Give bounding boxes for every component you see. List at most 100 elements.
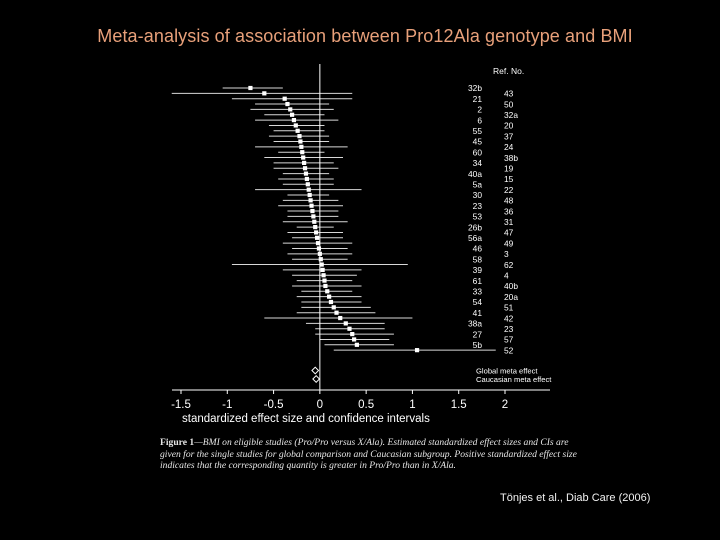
study-label-right: 51 [504,303,514,313]
study-label-left: 60 [473,147,483,157]
effect-marker [293,123,298,128]
study-label-right: 23 [504,324,514,334]
slide-title: Meta-analysis of association between Pro… [97,26,633,46]
study-label-right: 31 [504,217,514,227]
figure-caption-text: —BMI on eligible studies (Pro/Pro versus… [160,437,577,471]
study-label-right: 57 [504,335,514,345]
effect-marker [297,134,302,139]
study-label-right: 32a [504,110,518,120]
study-label-left: 46 [473,244,483,254]
effect-marker [316,246,322,251]
effect-marker [334,310,339,315]
study-label-left: 32b [468,83,482,93]
summary-diamond [312,374,321,384]
effect-marker [306,187,311,192]
summary-diamond [311,366,320,375]
study-label-left: 34 [473,158,483,168]
x-tick-label: -1 [222,399,232,411]
effect-marker [307,192,312,198]
effect-marker [289,112,295,117]
study-label-left: 6 [477,115,482,125]
x-tick-label: -0.5 [264,399,284,411]
study-label-left: 39 [473,265,483,275]
study-label-right: 22 [504,185,514,195]
effect-marker [352,337,357,342]
effect-marker [322,278,327,283]
study-labels: 32b432150232a620553745246038b341940a155a… [468,83,518,355]
study-label-left: 5a [473,180,483,190]
effect-marker [282,96,287,101]
summary-label: Caucasian meta effect [476,375,552,384]
effect-marker [303,171,309,176]
x-tick-label: 1.5 [451,399,467,411]
study-label-left: 30 [473,190,483,200]
effect-marker [300,150,305,155]
effect-marker [248,85,253,91]
effect-marker [343,321,348,326]
effect-marker [304,176,309,182]
study-label-right: 43 [504,89,514,99]
x-tick-label: 0.5 [358,399,374,411]
study-label-right: 40b [504,281,518,291]
effect-marker [291,118,297,123]
study-label-right: 48 [504,196,514,206]
study-label-right: 15 [504,174,514,184]
study-label-right: 38b [504,153,518,163]
study-label-left: 45 [473,137,483,147]
study-label-right: 42 [504,313,514,323]
study-label-left: 5b [473,340,483,350]
study-label-right: 24 [504,142,514,152]
study-label-left: 27 [473,329,483,339]
citation: Tönjes et al., Diab Care (2006) [500,492,651,504]
x-tick-label: 2 [502,399,508,411]
study-label-left: 23 [473,201,483,211]
study-label-right: 49 [504,238,514,248]
effect-marker [328,299,334,305]
study-label-left: 40a [468,169,482,179]
effect-marker [314,230,319,235]
study-label-left: 54 [473,297,483,307]
effect-marker [414,348,420,353]
effect-marker [305,182,310,187]
effect-marker [338,315,343,321]
effect-marker [301,155,306,160]
study-label-left: 58 [473,254,483,264]
study-label-right: 19 [504,163,514,173]
effect-marker [325,289,330,294]
effect-marker [314,235,320,240]
ref-no-header: Ref. No. [493,66,524,76]
effect-marker [302,166,308,171]
figure-caption: Figure 1—BMI on eligible studies (Pro/Pr… [160,437,580,472]
study-label-right: 37 [504,131,514,141]
x-axis: -1.5 -1 -0.5 0 0.5 1 1.5 2 [171,389,550,411]
study-label-left: 61 [473,276,483,286]
effect-marker [309,203,314,208]
study-label-right: 4 [504,270,509,280]
study-label-left: 2 [477,105,482,115]
effect-marker [327,294,332,299]
study-label-left: 21 [473,94,483,104]
effect-marker [350,332,355,337]
effect-marker [313,225,318,230]
effect-marker [288,107,293,112]
effect-marker [354,342,359,347]
x-tick-label: 0 [317,399,323,411]
effect-marker [311,214,316,219]
effect-marker [298,139,303,144]
effect-marker [317,251,322,256]
effect-marker [319,262,324,267]
effect-marker [299,144,304,149]
study-label-right: 50 [504,99,514,109]
effect-marker [347,326,352,331]
effect-marker [331,305,336,310]
study-label-left: 55 [473,126,483,136]
study-label-left: 53 [473,212,483,222]
x-tick-label: -1.5 [171,399,191,411]
effect-marker [315,241,321,246]
effect-marker [310,208,315,214]
effect-marker [318,257,323,262]
x-tick-label: 1 [409,399,415,411]
effect-marker [302,160,307,165]
